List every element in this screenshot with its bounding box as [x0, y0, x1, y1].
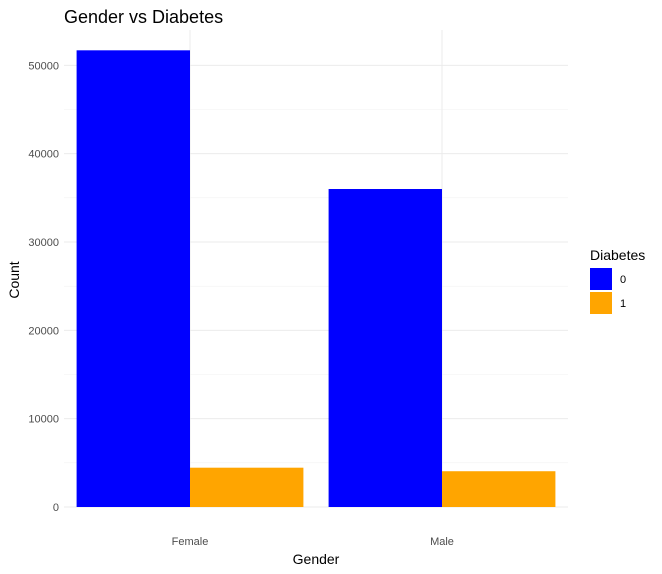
x-tick-label: Female: [172, 536, 209, 548]
legend: Diabetes 01: [590, 247, 645, 314]
y-ticks: 0 10000 20000 30000 40000 50000: [28, 60, 59, 514]
x-tick-label: Male: [430, 536, 454, 548]
x-ticks: Female Male: [172, 536, 454, 548]
y-tick-label: 20000: [28, 325, 59, 337]
y-tick-label: 0: [53, 502, 59, 514]
legend-label-0: 0: [620, 274, 626, 286]
bar-male-0: [328, 189, 442, 507]
legend-title: Diabetes: [590, 247, 645, 263]
bar-male-1: [442, 471, 556, 507]
bar-female-1: [190, 467, 304, 507]
chart-title: Gender vs Diabetes: [64, 7, 223, 27]
y-tick-label: 10000: [28, 414, 59, 426]
x-axis-title: Gender: [293, 551, 340, 567]
bars: [76, 50, 556, 508]
legend-key-0: [590, 268, 612, 290]
bar-female-0: [76, 50, 190, 508]
legend-items: 01: [590, 268, 626, 314]
y-tick-label: 50000: [28, 60, 59, 72]
y-axis-title: Count: [6, 261, 22, 298]
legend-key-1: [590, 292, 612, 314]
legend-label-1: 1: [620, 298, 626, 310]
y-tick-label: 30000: [28, 237, 59, 249]
y-tick-label: 40000: [28, 149, 59, 161]
